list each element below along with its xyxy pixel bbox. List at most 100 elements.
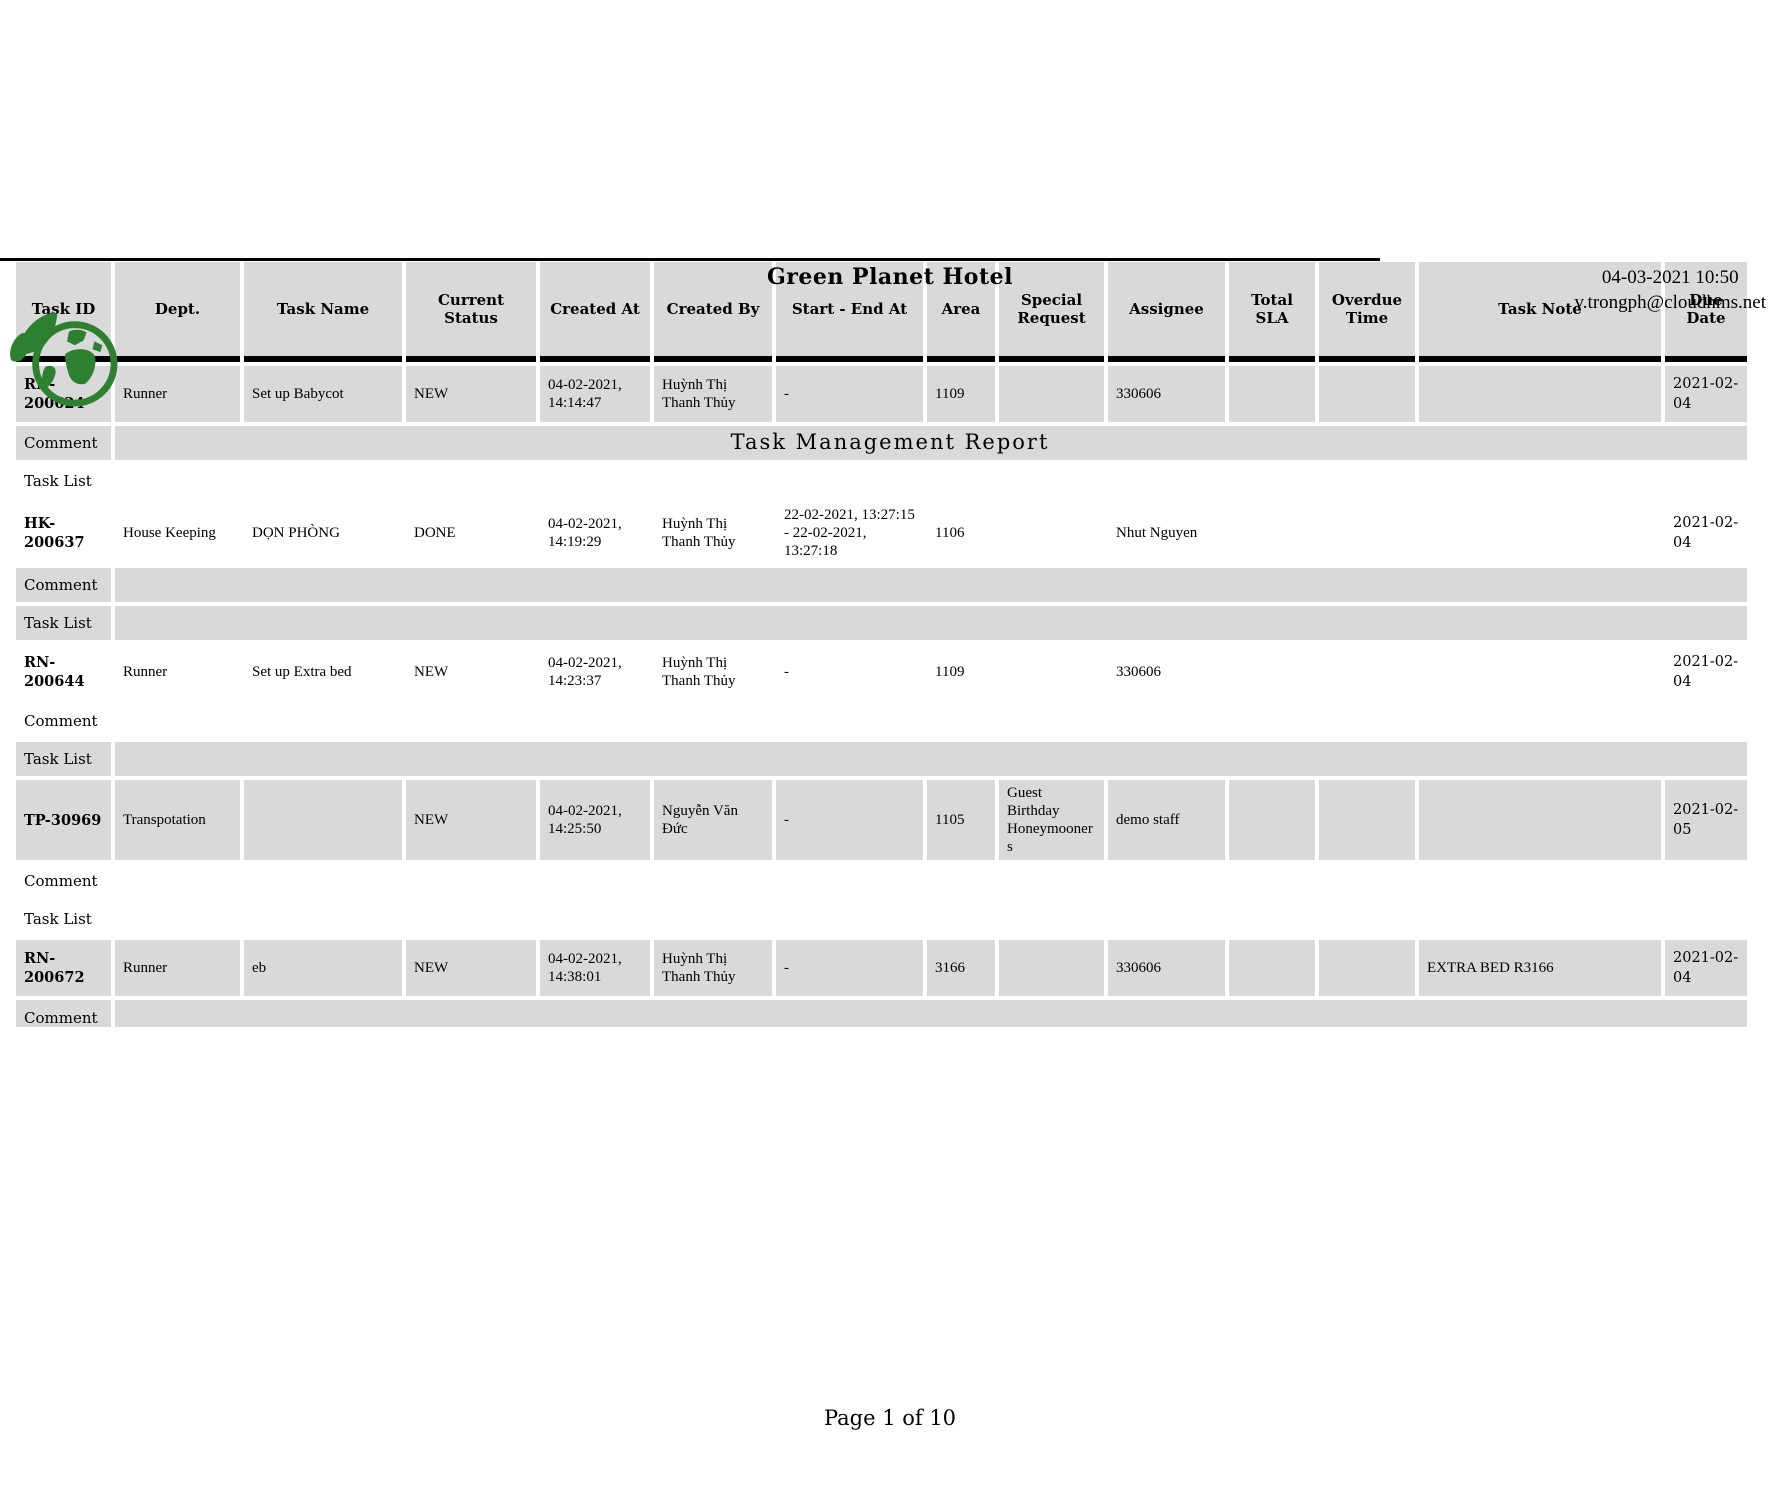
- task-table: Task ID Dept. Task Name Current Status Creat…: [12, 258, 1751, 1031]
- cell-assignee: 330606: [1116, 664, 1161, 680]
- hotel-name: Green Planet Hotel: [767, 264, 1013, 290]
- cell-start-end-at: -: [776, 366, 923, 422]
- comment-label: Comment: [16, 864, 111, 898]
- cell-start-end-at: -: [776, 940, 923, 996]
- cell-assignee: Nhut Nguyen: [1116, 525, 1198, 541]
- comment-content: [115, 1000, 1747, 1027]
- cell-due-date: 2021-02-05: [1665, 780, 1747, 860]
- comment-label: Comment: [16, 568, 111, 602]
- cell-current-status: DONE: [414, 525, 456, 541]
- cell-area: 3166: [927, 940, 995, 996]
- column-header-special-request: Special Request: [999, 262, 1104, 362]
- cell-task-note: [1419, 780, 1661, 860]
- column-header-assignee: Assignee: [1108, 262, 1225, 362]
- comment-content: [115, 864, 1747, 898]
- column-header-area: Area: [927, 262, 995, 362]
- comment-label: Comment: [16, 1000, 111, 1027]
- cell-created-by: Huỳnh Thị Thanh Thủy: [662, 516, 736, 550]
- page-top-rule: [0, 258, 1380, 261]
- comment-label-text: Comment: [24, 712, 98, 730]
- cell-current-status: NEW: [406, 780, 536, 860]
- cell-dept: House Keeping: [123, 525, 216, 541]
- cell-dept: Runner: [115, 366, 240, 422]
- task-list-label: Task List: [16, 606, 111, 640]
- task-list-row: Task List: [16, 464, 1747, 498]
- cell-special-request: [999, 940, 1104, 996]
- task-list-content: [115, 464, 1747, 498]
- task-list-label: Task List: [16, 902, 111, 936]
- column-header-start-end-at: Start - End At: [776, 262, 923, 362]
- printed-at: 04-03-2021 10:50: [1601, 267, 1739, 288]
- task-list-label: Task List: [16, 464, 111, 498]
- cell-created-by: Huỳnh Thị Thanh Thủy: [654, 366, 772, 422]
- cell-task-name: Set up Babycot: [244, 366, 402, 422]
- cell-created-by: Huỳnh Thị Thanh Thủy: [654, 940, 772, 996]
- cell-dept: Transpotation: [115, 780, 240, 860]
- cell-current-status: NEW: [414, 664, 449, 680]
- comment-row: Comment: [16, 864, 1747, 898]
- task-list-content: [115, 606, 1747, 640]
- cell-created-by: Nguyễn Văn Đức: [654, 780, 772, 860]
- user-email: v.trongph@cloudhms.net: [1574, 292, 1766, 313]
- column-header-task-note: Task Note: [1419, 262, 1661, 362]
- cell-start-end-at: -: [784, 664, 789, 680]
- cell-task-note: [1419, 644, 1661, 700]
- cell-due-date: 2021-02-04: [1665, 940, 1747, 996]
- cell-task-name: eb: [244, 940, 402, 996]
- comment-row: Comment: [16, 426, 1747, 460]
- task-row: RN-200624 Runner Set up Babycot NEW 04-02-20…: [16, 366, 1747, 422]
- cell-dept: Runner: [115, 940, 240, 996]
- task-list-label-text: Task List: [24, 472, 92, 490]
- comment-label-text: Comment: [24, 872, 98, 890]
- cell-assignee: demo staff: [1108, 780, 1225, 860]
- cell-area: 1109: [927, 366, 995, 422]
- comment-label: Comment: [16, 426, 111, 460]
- cell-area: 1106: [935, 525, 965, 541]
- column-header-dept: Dept.: [115, 262, 240, 362]
- comment-label-text: Comment: [24, 434, 98, 452]
- comment-content: [115, 704, 1747, 738]
- cell-area: 1109: [935, 664, 965, 680]
- cell-area: 1105: [927, 780, 995, 860]
- task-list-label-text: Task List: [24, 910, 92, 928]
- cell-created-at: 04-02-2021, 14:14:47: [540, 366, 650, 422]
- cell-total-sla: [1229, 502, 1315, 564]
- cell-dept: Runner: [123, 664, 168, 680]
- column-header-current-status: Current Status: [406, 262, 536, 362]
- task-list-content: [115, 902, 1747, 936]
- cell-task-id: RN-200644: [24, 654, 85, 690]
- cell-overdue-time: [1319, 366, 1415, 422]
- comment-label-text: Comment: [24, 1009, 98, 1027]
- task-list-content: [115, 742, 1747, 776]
- cell-assignee: 330606: [1108, 366, 1225, 422]
- cell-special-request: [999, 644, 1104, 700]
- cell-task-note: [1419, 502, 1661, 564]
- cell-due-date: 2021-02-04: [1673, 654, 1739, 690]
- cell-current-status: NEW: [406, 366, 536, 422]
- cell-task-note: EXTRA BED R3166: [1419, 940, 1661, 996]
- cell-created-at: 04-02-2021, 14:25:50: [540, 780, 650, 860]
- task-list-label-text: Task List: [24, 614, 92, 632]
- task-row: HK-200637 House Keeping DỌN PHÒNG DONE 04-02…: [16, 502, 1747, 564]
- cell-overdue-time: [1319, 780, 1415, 860]
- comment-row: Comment: [16, 568, 1747, 602]
- task-row: RN-200644 Runner Set up Extra bed NEW 04-02-…: [16, 644, 1747, 700]
- cell-start-end-at: -: [776, 780, 923, 860]
- cell-due-date: 2021-02-04: [1665, 366, 1747, 422]
- cell-due-date: 2021-02-04: [1673, 515, 1739, 551]
- page-indicator: Page 1 of 10: [823, 1406, 957, 1430]
- cell-total-sla: [1229, 644, 1315, 700]
- comment-label: Comment: [16, 704, 111, 738]
- column-header-task-name: Task Name: [244, 262, 402, 362]
- cell-task-name: [244, 780, 402, 860]
- task-row: TP-30969 Transpotation NEW 04-02-2021, 14:2…: [16, 780, 1747, 860]
- green-planet-logo-icon: [8, 310, 126, 408]
- cell-overdue-time: [1319, 502, 1415, 564]
- task-list-label-text: Task List: [24, 750, 92, 768]
- cell-created-at: 04-02-2021, 14:19:29: [548, 516, 622, 550]
- column-header-due-date: Due Date: [1665, 262, 1747, 362]
- column-header-created-at: Created At: [540, 262, 650, 362]
- task-list-row: Task List: [16, 742, 1747, 776]
- cell-current-status: NEW: [406, 940, 536, 996]
- cell-special-request: Guest Birthday Honeymooners: [999, 780, 1104, 860]
